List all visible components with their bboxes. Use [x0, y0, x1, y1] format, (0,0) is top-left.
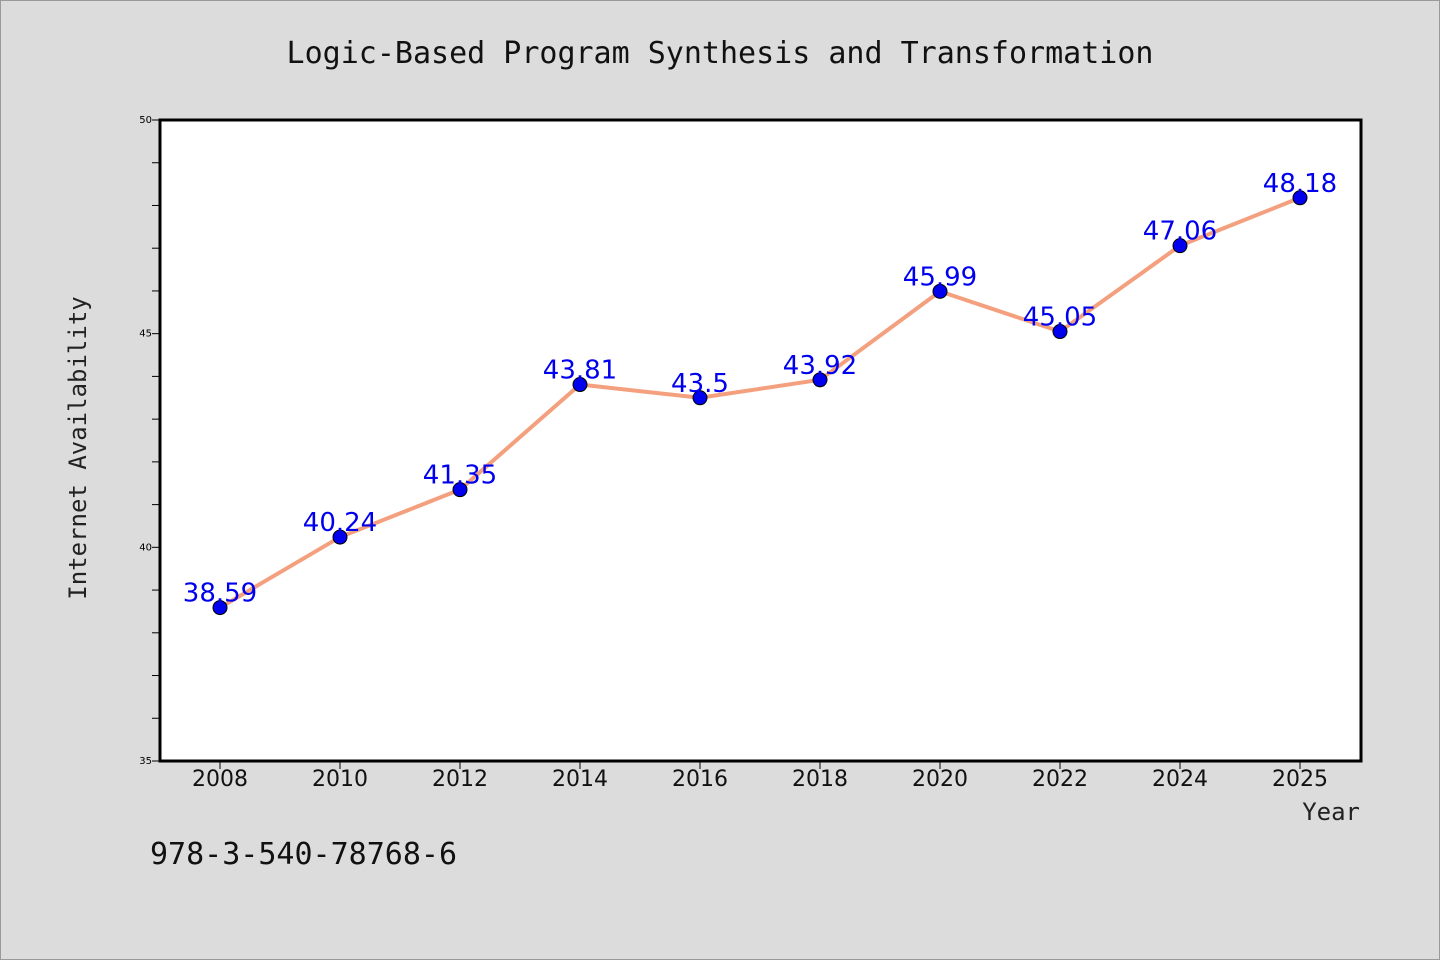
x-tick-label: 2024 — [1152, 767, 1208, 792]
data-point — [572, 377, 588, 393]
x-tick-label: 2010 — [312, 767, 368, 792]
data-label: 38.59 — [183, 579, 257, 609]
x-axis-ticks: 2008 2010 2012 2014 2016 2018 2020 2022 2024 2025 — [192, 761, 1328, 792]
y-tick-label: 35 — [139, 756, 152, 767]
plot-area — [158, 118, 1363, 763]
data-label: 40.24 — [303, 508, 377, 538]
x-tick-label: 2022 — [1032, 767, 1088, 792]
y-tick-label: 50 — [139, 115, 152, 126]
x-axis-label: Year — [1302, 798, 1360, 826]
data-label: 43.5 — [671, 369, 729, 399]
data-point — [332, 529, 348, 545]
data-point — [692, 390, 708, 406]
y-tick-label: 45 — [139, 329, 152, 340]
data-label: 47.06 — [1143, 217, 1217, 247]
data-point — [1292, 190, 1308, 206]
data-point — [212, 600, 228, 616]
data-label: 41.35 — [423, 461, 497, 491]
x-tick-label: 2018 — [792, 767, 848, 792]
data-label: 43.92 — [783, 351, 857, 381]
y-minor-ticks — [152, 162, 160, 719]
data-point — [1172, 238, 1188, 254]
data-label: 48.18 — [1263, 169, 1337, 199]
series-line — [218, 195, 1301, 610]
isbn-annotation: 978-3-540-78768-6 — [150, 837, 457, 872]
data-label: 45.05 — [1023, 303, 1097, 333]
data-label: 43.81 — [543, 356, 617, 386]
data-point — [452, 482, 468, 498]
x-tick-label: 2020 — [912, 767, 968, 792]
data-point — [932, 283, 948, 299]
series-group: 38.59 40.24 41.35 43.81 43.5 43.92 45.99 45.05 4… — [183, 169, 1337, 616]
x-tick-label: 2016 — [672, 767, 728, 792]
x-tick-label: 2012 — [432, 767, 488, 792]
data-point — [1052, 324, 1068, 340]
y-axis-ticks: 35 40 45 50 — [139, 115, 160, 767]
chart-title: Logic-Based Program Synthesis and Transf… — [287, 36, 1154, 71]
x-tick-label: 2008 — [192, 767, 248, 792]
x-tick-label: 2025 — [1272, 767, 1328, 792]
x-tick-label: 2014 — [552, 767, 608, 792]
data-point — [812, 372, 828, 388]
y-tick-label: 40 — [139, 542, 152, 553]
data-label: 45.99 — [903, 262, 977, 292]
y-axis-label: Internet Availability — [64, 296, 92, 599]
